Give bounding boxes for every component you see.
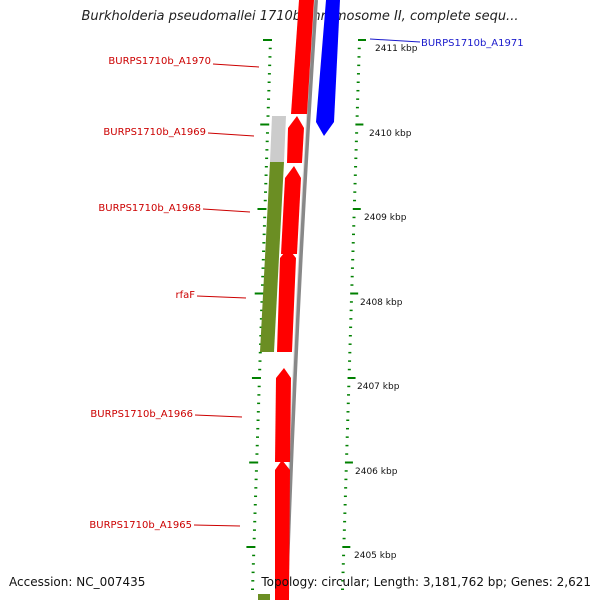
topology-text: Topology: circular; Length: 3,181,762 bp… <box>261 575 591 589</box>
gene-label-a1970[interactable]: BURPS1710b_A1970 <box>108 56 211 67</box>
scale-label-2409: 2409 kbp <box>364 213 407 223</box>
gene-label-a1968[interactable]: BURPS1710b_A1968 <box>98 203 201 214</box>
gene-feature-a1966[interactable] <box>275 368 291 462</box>
gene-label-a1965[interactable]: BURPS1710b_A1965 <box>89 520 192 531</box>
gene-label-rfaF[interactable]: rfaF <box>175 290 195 301</box>
gene-feature-a1965[interactable] <box>275 460 290 600</box>
gene-region-bottom[interactable] <box>258 594 270 600</box>
outer-tick-ring <box>341 39 366 590</box>
gene-feature-a1969[interactable] <box>287 116 304 163</box>
scale-label-2410: 2410 kbp <box>369 129 412 139</box>
gene-feature-a1970[interactable] <box>291 0 314 114</box>
scale-label-2406: 2406 kbp <box>355 467 398 477</box>
label-leaders <box>193 38 421 527</box>
scale-label-2411: 2411 kbp <box>375 44 418 54</box>
scale-label-2407: 2407 kbp <box>357 382 400 392</box>
scale-label-2405: 2405 kbp <box>354 551 397 561</box>
gene-label-a1966[interactable]: BURPS1710b_A1966 <box>90 409 193 420</box>
gene-label-a1969[interactable]: BURPS1710b_A1969 <box>103 127 206 138</box>
gene-label-a1971[interactable]: BURPS1710b_A1971 <box>421 38 524 49</box>
scale-label-2408: 2408 kbp <box>360 298 403 308</box>
accession-text: Accession: NC_007435 <box>9 575 146 589</box>
gene-region-a1969[interactable] <box>270 116 286 162</box>
gene-feature-a1971[interactable] <box>316 0 340 136</box>
inner-tick-ring <box>246 39 272 590</box>
gene-region-a1968-rfaF[interactable] <box>260 162 284 352</box>
scale-labels: 2411 kbp 2410 kbp 2409 kbp 2408 kbp 2407… <box>354 44 418 561</box>
gene-feature-a1968[interactable] <box>281 166 301 254</box>
gene-feature-rfaF[interactable] <box>277 248 296 352</box>
